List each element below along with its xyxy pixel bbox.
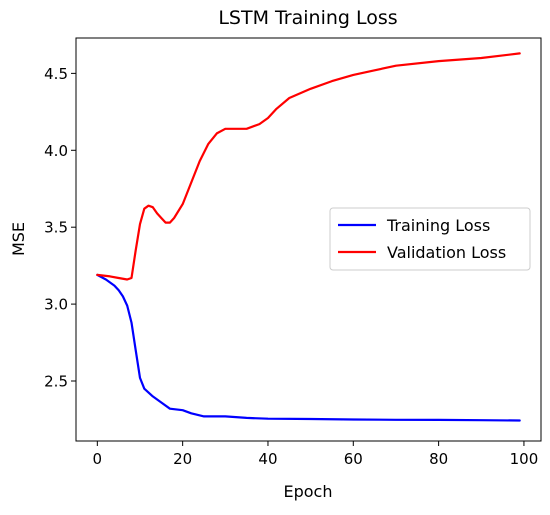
y-tick-label: 3.0	[44, 296, 68, 314]
plot-area: 0 20 40 60 80 100 2.5 3.0 3.5 4.0 4.5 Training Loss…	[44, 37, 542, 468]
series-lines	[96, 52, 521, 422]
x-tick-label: 20	[173, 450, 192, 468]
x-tick-label: 100	[510, 450, 539, 468]
y-tick-label: 4.5	[44, 65, 68, 83]
y-tick-label: 4.0	[44, 142, 68, 160]
series-line-validation-loss	[96, 52, 521, 281]
legend-label: Validation Loss	[387, 243, 506, 262]
x-tick-label: 80	[429, 450, 448, 468]
legend-label: Training Loss	[386, 216, 490, 235]
axes-frame	[75, 37, 542, 442]
legend-box	[329, 207, 531, 271]
y-tick-label: 3.5	[44, 219, 68, 237]
series-line-training-loss	[96, 273, 521, 422]
x-tick-label: 0	[93, 450, 103, 468]
y-tick-label: 2.5	[44, 373, 68, 391]
x-tick-label: 60	[344, 450, 363, 468]
y-axis-label: MSE	[9, 222, 28, 256]
x-tick-label: 40	[258, 450, 277, 468]
legend: Training Loss Validation Loss	[329, 207, 531, 271]
chart-title: LSTM Training Loss	[218, 7, 397, 29]
x-axis-label: Epoch	[284, 482, 333, 501]
